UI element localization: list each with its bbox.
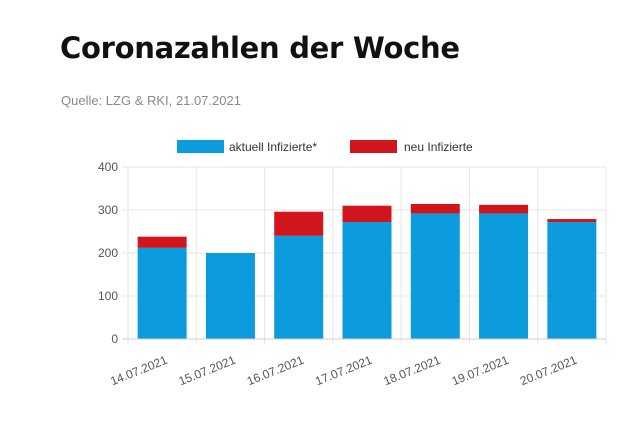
- legend: aktuell Infizierte* neu Infizierte: [177, 140, 473, 154]
- bar-segment: [342, 205, 392, 223]
- bar-segment: [547, 219, 597, 223]
- y-tick-label: 100: [98, 289, 118, 303]
- bar-segment: [137, 247, 187, 339]
- y-tick-label: 0: [111, 332, 118, 346]
- bar-segment: [137, 236, 187, 248]
- bar-segment: [547, 222, 597, 339]
- bars-layer: [137, 203, 597, 339]
- bar-segment: [479, 213, 529, 339]
- legend-label: neu Infizierte: [404, 140, 473, 154]
- y-tick-label: 200: [98, 246, 118, 260]
- bar-segment: [342, 222, 392, 339]
- x-tick-label: 17.07.2021: [313, 353, 374, 389]
- x-tick-label: 20.07.2021: [518, 353, 579, 389]
- legend-label: aktuell Infizierte*: [229, 140, 317, 154]
- y-tick-label: 400: [98, 160, 118, 174]
- legend-swatch: [350, 140, 397, 153]
- bar-segment: [410, 203, 460, 214]
- chart-title: Coronazahlen der Woche: [60, 31, 460, 65]
- x-tick-label: 16.07.2021: [245, 353, 306, 389]
- x-tick-label: 15.07.2021: [177, 353, 238, 389]
- bar-segment: [274, 211, 324, 236]
- y-tick-label: 300: [98, 203, 118, 217]
- bar-segment: [205, 253, 255, 339]
- x-tick-label: 14.07.2021: [108, 353, 169, 389]
- bar-segment: [410, 213, 460, 339]
- bar-segment: [274, 235, 324, 339]
- source-note: Quelle: LZG & RKI, 21.07.2021: [61, 93, 241, 108]
- x-tick-label: 18.07.2021: [381, 353, 442, 389]
- x-tick-label: 19.07.2021: [450, 353, 511, 389]
- legend-swatch: [177, 140, 224, 153]
- bar-segment: [479, 204, 529, 214]
